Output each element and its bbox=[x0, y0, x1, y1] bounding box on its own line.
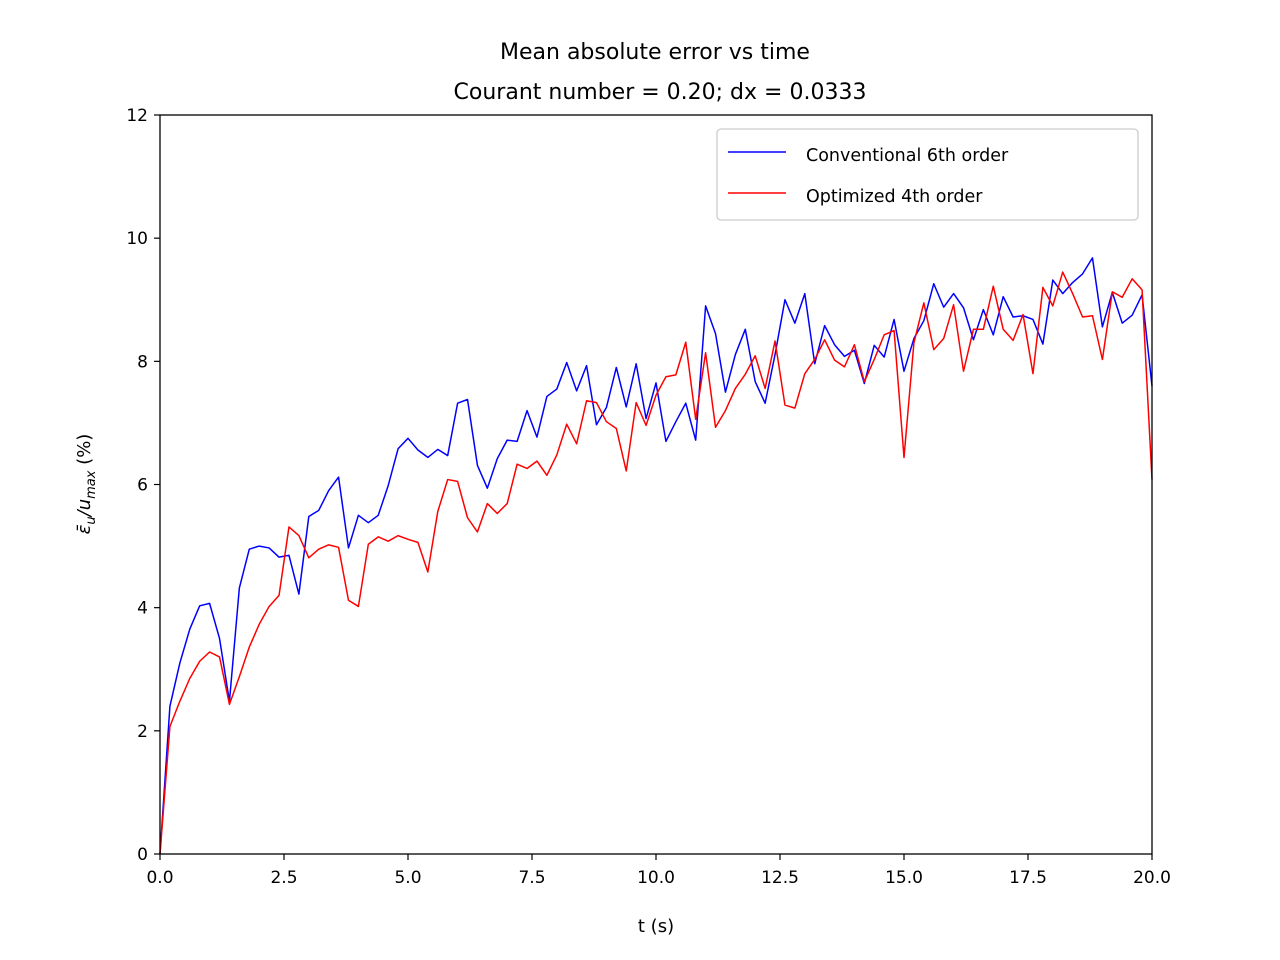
x-axis-label: t (s) bbox=[638, 916, 674, 937]
chart-title: Mean absolute error vs time bbox=[500, 40, 810, 65]
y-axis-label-sub-u: u bbox=[84, 516, 99, 524]
y-tick-label: 2 bbox=[137, 722, 148, 742]
y-tick-label: 10 bbox=[126, 229, 148, 249]
chart-subtitle: Courant number = 0.20; dx = 0.0333 bbox=[454, 80, 867, 105]
plot-area bbox=[160, 115, 1152, 854]
x-tick-label: 5.0 bbox=[394, 868, 421, 888]
series-line-optimized-4th-order bbox=[159, 271, 1153, 855]
x-tick-label: 15.0 bbox=[885, 868, 923, 888]
y-tick-label: 6 bbox=[137, 476, 148, 496]
x-tick-label: 17.5 bbox=[1009, 868, 1047, 888]
y-tick-label: 8 bbox=[137, 352, 148, 372]
y-tick-label: 12 bbox=[126, 106, 148, 126]
y-axis-label-unit: (%) bbox=[74, 434, 95, 471]
x-tick-label: 20.0 bbox=[1133, 868, 1171, 888]
legend: Conventional 6th order Optimized 4th ord… bbox=[716, 128, 1139, 221]
y-tick-label: 4 bbox=[137, 599, 148, 619]
y-axis-label-epsilon: ε̄ bbox=[74, 524, 95, 534]
legend-box bbox=[716, 128, 1139, 221]
x-tick-label: 2.5 bbox=[270, 868, 297, 888]
legend-label-conventional: Conventional 6th order bbox=[806, 146, 1009, 166]
y-axis-label: ε̄u/umax (%) bbox=[74, 434, 99, 535]
y-axis-ticks: 0 2 4 6 8 10 12 bbox=[126, 106, 160, 865]
legend-label-optimized: Optimized 4th order bbox=[806, 187, 983, 207]
y-axis-label-sub-max: max bbox=[84, 470, 99, 499]
x-tick-label: 12.5 bbox=[761, 868, 799, 888]
x-tick-label: 10.0 bbox=[637, 868, 675, 888]
y-tick-label: 0 bbox=[137, 845, 148, 865]
y-axis-label-u: /u bbox=[74, 499, 95, 518]
x-axis-ticks: 0.0 2.5 5.0 7.5 10.0 12.5 15.0 17.5 20.0 bbox=[146, 854, 1171, 888]
x-tick-label: 0.0 bbox=[146, 868, 173, 888]
plot-frame bbox=[159, 114, 1153, 855]
x-tick-label: 7.5 bbox=[518, 868, 545, 888]
series-layer bbox=[159, 257, 1153, 855]
